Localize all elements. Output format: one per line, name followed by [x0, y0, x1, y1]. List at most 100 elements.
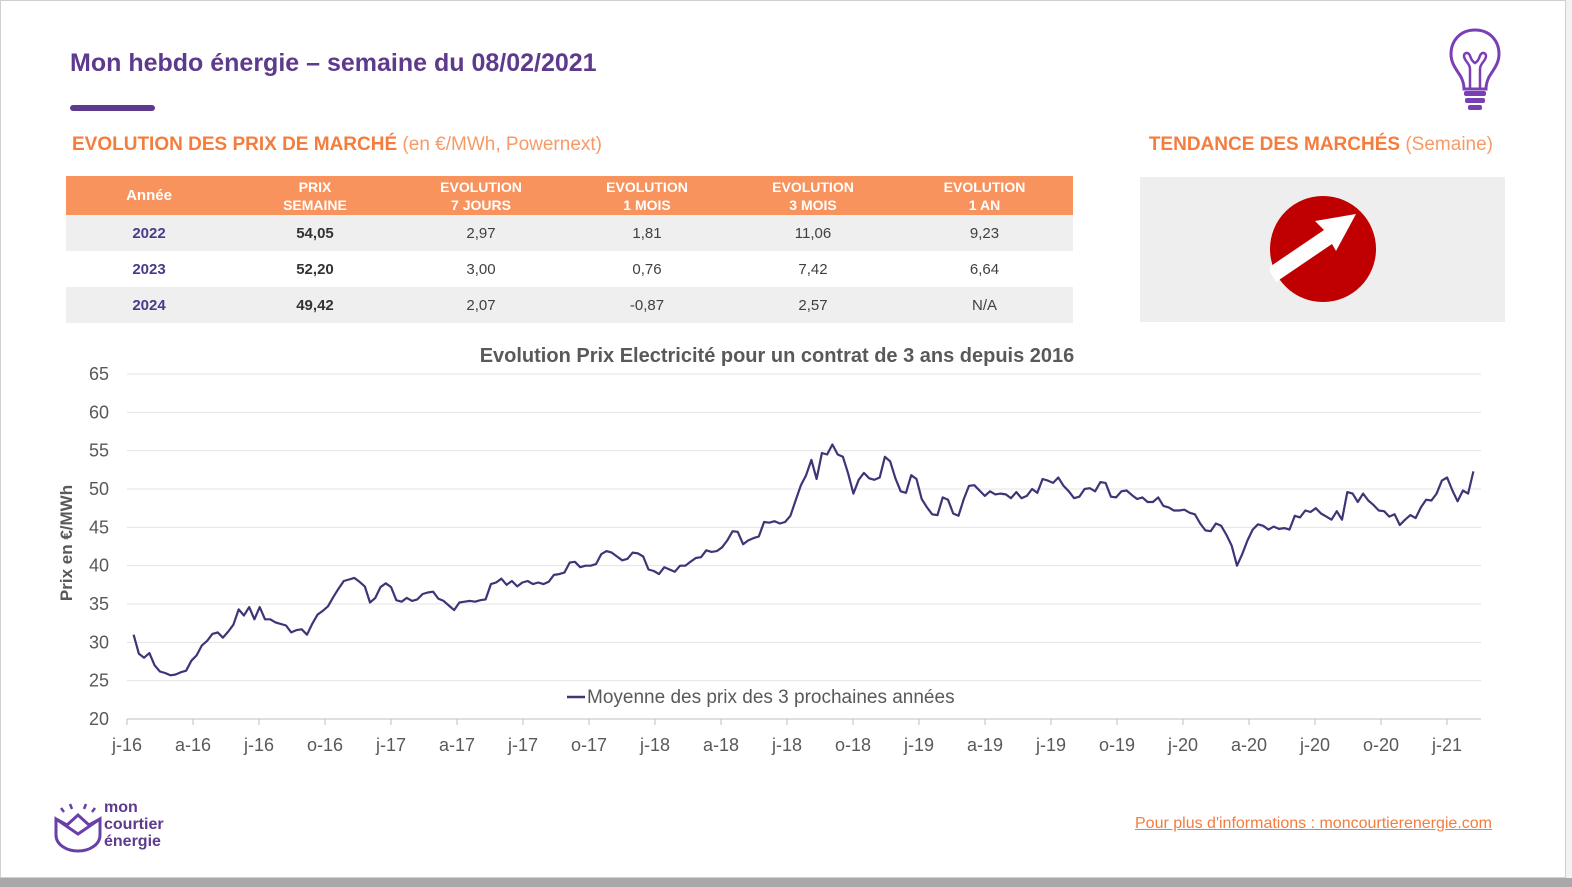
table-header-1: PRIX SEMAINE: [232, 176, 398, 215]
table-header-line: EVOLUTION: [440, 178, 522, 195]
cell-y1: 9,23: [896, 215, 1073, 251]
cell-m3: 11,06: [730, 215, 896, 251]
x-tick-label: j-20: [1167, 735, 1198, 755]
trend-heading-bold: TENDANCE DES MARCHÉS: [1148, 134, 1401, 155]
x-tick-label: j-19: [903, 735, 934, 755]
table-header-line: EVOLUTION: [943, 178, 1026, 195]
title-underline: [70, 105, 155, 111]
y-tick-label: 40: [89, 556, 109, 576]
cell-y1: 6,64: [896, 251, 1073, 287]
table-row: 2022 54,05 2,97 1,81 11,06 9,23: [66, 215, 1073, 251]
x-tick-label: j-16: [243, 735, 274, 755]
lightbulb-icon: [1449, 28, 1501, 110]
x-tick-label: a-18: [703, 735, 739, 755]
cell-y1: N/A: [896, 287, 1073, 323]
y-axis-ticks: 20 25 30 35 40 45 50 55 60 65: [89, 364, 109, 729]
price-chart: Evolution Prix Electricité pour un contr…: [57, 345, 1481, 755]
trend-panel: [1140, 177, 1505, 322]
market-trend-heading: TENDANCE DES MARCHÉS (Semaine): [1149, 134, 1493, 156]
x-tick-label: o-20: [1363, 735, 1399, 755]
y-tick-label: 50: [89, 479, 109, 499]
logo-line-2: courtier: [104, 816, 164, 833]
table-header-line: EVOLUTION: [772, 178, 854, 195]
table-header-line: EVOLUTION: [606, 178, 688, 195]
x-tick-label: a-16: [175, 735, 211, 755]
cell-m1: 1,81: [564, 215, 730, 251]
logo-line-1: mon: [104, 799, 138, 816]
table-header-line: SEMAINE: [283, 196, 347, 213]
x-tick-label: o-17: [571, 735, 607, 755]
y-tick-label: 20: [89, 709, 109, 729]
more-info-link[interactable]: Pour plus d'informations : moncourtieren…: [1135, 815, 1492, 832]
cell-price: 54,05: [232, 215, 398, 251]
x-tick-label: o-18: [835, 735, 871, 755]
chart-title: Evolution Prix Electricité pour un contr…: [480, 345, 1075, 367]
table-header-2: EVOLUTION 7 JOURS: [398, 176, 564, 215]
company-logo-icon: [54, 803, 102, 853]
page-title: Mon hebdo énergie – semaine du 08/02/202…: [70, 49, 597, 77]
cell-year: 2024: [66, 287, 232, 323]
x-tick-label: a-19: [967, 735, 1003, 755]
x-tick-label: j-18: [639, 735, 670, 755]
logo-line-3: énergie: [104, 833, 161, 850]
y-axis-label: Prix en €/MWh: [57, 485, 76, 601]
table-header-4: EVOLUTION 3 MOIS: [730, 176, 896, 215]
table-header-row: Année PRIX SEMAINE EVOLUTION 7 JOURS EVOLUTIO…: [66, 176, 1073, 215]
market-heading-bold: EVOLUTION DES PRIX DE MARCHÉ: [72, 134, 398, 155]
cell-d7: 3,00: [398, 251, 564, 287]
y-tick-label: 60: [89, 402, 109, 422]
y-tick-label: 35: [89, 594, 109, 614]
x-tick-label: a-17: [439, 735, 475, 755]
x-tick-label: j-16: [111, 735, 142, 755]
cell-price: 49,42: [232, 287, 398, 323]
table-row: 2023 52,20 3,00 0,76 7,42 6,64: [66, 251, 1073, 287]
cell-m3: 2,57: [730, 287, 896, 323]
x-tick-label: a-20: [1231, 735, 1267, 755]
trend-heading-period: (Semaine): [1400, 134, 1493, 155]
cell-year: 2023: [66, 251, 232, 287]
x-tick-label: j-21: [1431, 735, 1462, 755]
logo-wordmark: mon courtier énergie: [104, 799, 164, 850]
x-tick-label: o-16: [307, 735, 343, 755]
table-header-5: EVOLUTION 1 AN: [896, 176, 1073, 215]
table-row: 2024 49,42 2,07 -0,87 2,57 N/A: [66, 287, 1073, 323]
y-tick-label: 30: [89, 632, 109, 652]
x-tick-label: j-19: [1035, 735, 1066, 755]
x-axis-ticks: j-16 a-16 j-16 o-16 j-17 a-17 j-17 o-17 j-18 a-18…: [111, 719, 1462, 755]
table-header-line: Année: [126, 186, 172, 204]
x-tick-label: j-17: [507, 735, 538, 755]
chart-legend: Moyenne des prix des 3 prochaines années: [567, 687, 955, 708]
table-header-line: 7 JOURS: [451, 196, 511, 213]
cell-price: 52,20: [232, 251, 398, 287]
table-header-3: EVOLUTION 1 MOIS: [564, 176, 730, 215]
table-header-0: Année: [66, 176, 232, 215]
x-tick-label: j-17: [375, 735, 406, 755]
y-tick-label: 25: [89, 671, 109, 691]
cell-d7: 2,07: [398, 287, 564, 323]
x-tick-label: j-20: [1299, 735, 1330, 755]
x-tick-label: o-19: [1099, 735, 1135, 755]
chart-series: [132, 443, 1475, 677]
table-header-line: 1 MOIS: [623, 196, 671, 213]
table-header-line: 3 MOIS: [789, 196, 837, 213]
price-table: Année PRIX SEMAINE EVOLUTION 7 JOURS EVOLUTIO…: [66, 176, 1073, 323]
cell-m1: 0,76: [564, 251, 730, 287]
cell-m1: -0,87: [564, 287, 730, 323]
legend-label: Moyenne des prix des 3 prochaines années: [587, 687, 955, 708]
arrow-up-right-icon: [1270, 196, 1376, 302]
table-header-line: 1 AN: [968, 196, 1001, 213]
chart-gridlines: [127, 373, 1481, 682]
x-tick-label: j-18: [771, 735, 802, 755]
y-tick-label: 55: [89, 441, 109, 461]
y-tick-label: 65: [89, 364, 109, 384]
cell-d7: 2,97: [398, 215, 564, 251]
market-prices-heading: EVOLUTION DES PRIX DE MARCHÉ (en €/MWh, …: [72, 134, 602, 156]
table-body: 2022 54,05 2,97 1,81 11,06 9,23 2023 52,20 3,00 0…: [66, 215, 1073, 323]
window-bottom-bar: [0, 878, 1572, 887]
table-header-line: PRIX: [298, 178, 332, 195]
y-tick-label: 45: [89, 517, 109, 537]
cell-year: 2022: [66, 215, 232, 251]
cell-m3: 7,42: [730, 251, 896, 287]
market-heading-unit: (en €/MWh, Powernext): [397, 134, 602, 155]
